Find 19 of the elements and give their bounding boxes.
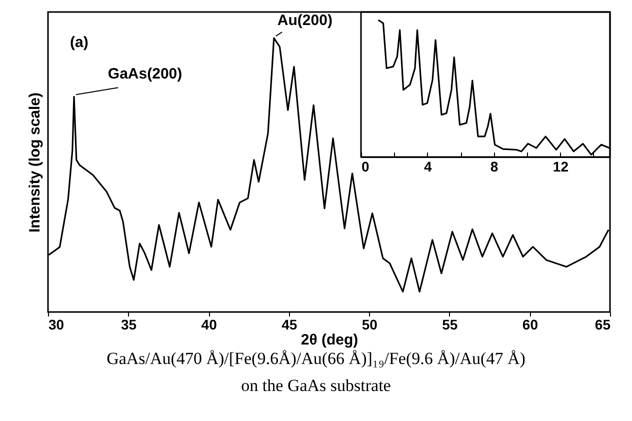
annotation: (a) [70, 34, 88, 51]
x-tick-label: 40 [201, 316, 218, 332]
x-tick-label: 45 [282, 316, 298, 332]
x-tick-label: 4 [424, 158, 432, 174]
x-tick-label: 12 [552, 158, 569, 174]
text: GaAs/Au(470 Å)/[Fe(9.6Å)/Au(66 Å)]₁₉/Fe(9.6 Å)/Au(47 Å) [106, 349, 526, 368]
x-tick-label: 60 [522, 316, 538, 332]
text: on the GaAs substrate [241, 376, 391, 395]
x-tick-label: 0 [362, 158, 370, 174]
y-axis-title: Intensity (log scale) [26, 92, 44, 233]
annotation: Au(200) [277, 12, 332, 30]
x-tick-label: 65 [594, 316, 611, 332]
annotation: GaAs(200) [108, 66, 182, 83]
x-tick-label: 35 [120, 316, 137, 332]
x-tick-label: 30 [48, 316, 64, 332]
x-axis-title: 2θ (deg) [300, 332, 358, 348]
x-tick-label: 50 [362, 316, 378, 332]
x-tick-label: 8 [490, 158, 498, 174]
x-tick-label: 55 [442, 316, 458, 332]
